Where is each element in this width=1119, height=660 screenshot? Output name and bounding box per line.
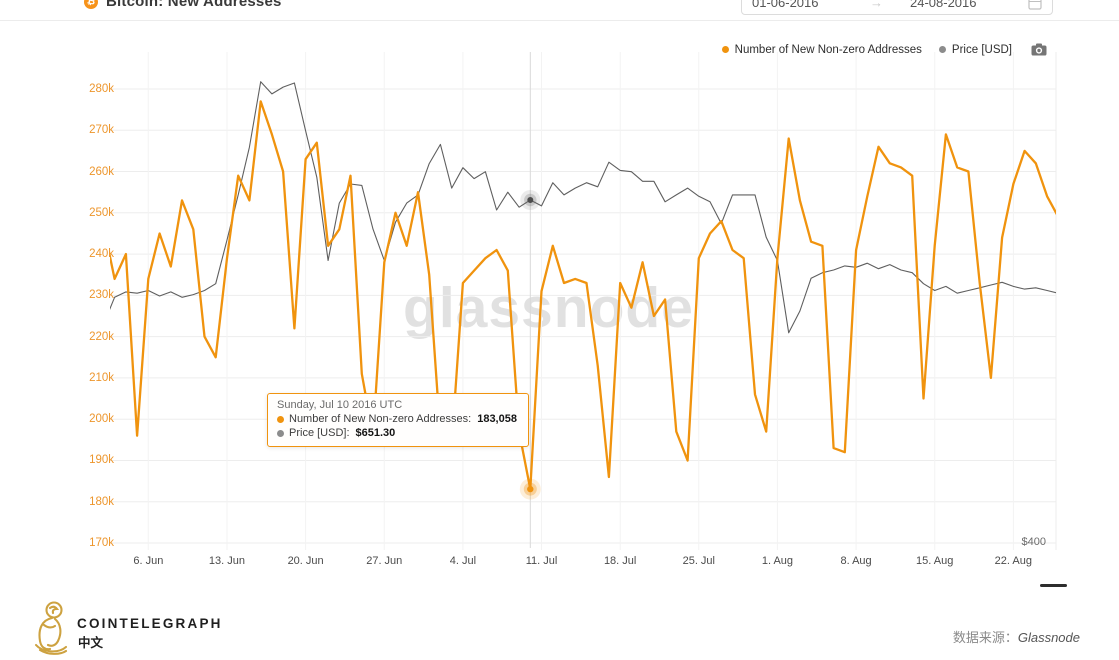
header-divider: [0, 20, 1119, 21]
bitcoin-icon: ₿: [84, 0, 98, 9]
chart-area: glassnode 280k 270k 260k 250k 240k 230k 220k 21…: [0, 0, 1119, 595]
chart-title-group: ₿ Bitcoin: New Addresses: [84, 0, 282, 10]
legend-label-addresses: Number of New Non-zero Addresses: [734, 43, 922, 56]
y-axis-tick-label: 180k: [89, 495, 114, 508]
camera-screenshot-button[interactable]: [1031, 43, 1047, 56]
y-axis-tick-label: 270k: [89, 124, 114, 137]
y-axis-tick-label: 210k: [89, 371, 114, 384]
y-axis-tick-label: 200k: [89, 413, 114, 426]
tooltip-row-price: Price [USD] $651.30: [277, 427, 517, 440]
cointelegraph-logo: [34, 601, 68, 655]
date-from-input[interactable]: 01-06-2016: [752, 0, 819, 10]
x-axis-tick-label: 6. Jun: [133, 555, 164, 567]
y-axis-tick-label: 260k: [89, 165, 114, 178]
tooltip: Sunday, Jul 10 2016 UTC Number of New No…: [267, 393, 529, 447]
x-axis-tick-label: 27. Jun: [366, 555, 403, 567]
x-axis-tick-label: 22. Aug: [994, 555, 1032, 567]
timeline-scrollbar-handle[interactable]: [1040, 584, 1067, 587]
tooltip-price-dot-icon: [277, 429, 284, 437]
y-axis-tick-label: 240k: [89, 248, 114, 261]
data-source: 数据来源：Glassnode: [860, 627, 1080, 646]
x-axis-tick-label: 8. Aug: [840, 555, 872, 567]
addresses-series-line: [110, 100, 1056, 491]
brand-name: COINTELEGRAPH: [77, 616, 223, 631]
addresses-series-dot-icon: [721, 46, 729, 53]
tooltip-addresses-dot-icon: [277, 415, 284, 423]
price-series-line: [110, 81, 1056, 334]
y-axis-tick-label: 280k: [89, 83, 114, 95]
price-axis-label: $400: [1021, 536, 1046, 548]
x-axis-tick-label: 20. Jun: [287, 555, 324, 567]
x-axis-tick-label: 1. Aug: [761, 555, 794, 567]
chart-svg: [110, 52, 1057, 550]
x-axis-tick-label: 4. Jul: [449, 555, 477, 567]
y-axis-tick-label: 230k: [89, 289, 114, 302]
x-axis-tick-label: 13. Jun: [208, 555, 246, 567]
tooltip-row-addresses: Number of New Non-zero Addresses 183,058: [277, 413, 517, 426]
legend-item-price[interactable]: Price [USD]: [938, 43, 1012, 56]
addresses-highlight-marker: [519, 478, 541, 500]
x-axis-tick-label: 18. Jul: [603, 555, 637, 567]
date-range-picker[interactable]: 01-06-2016 → 24-08-2016: [741, 0, 1053, 15]
glassnode-watermark: glassnode: [403, 276, 694, 340]
y-axis-tick-label: 250k: [89, 206, 114, 219]
chart-legend: Number of New Non-zero Addresses Price […: [721, 43, 1047, 56]
page-title: Bitcoin: New Addresses: [106, 0, 282, 10]
calendar-icon[interactable]: [1028, 0, 1042, 10]
y-axis-tick-label: 170k: [89, 536, 114, 549]
data-source-label: 数据来源：: [952, 630, 1018, 645]
brand-subtitle: 中文: [78, 636, 104, 650]
x-axis-tick-label: 25. Jul: [682, 555, 715, 567]
x-axis-tick-label: 15. Aug: [916, 555, 954, 567]
y-axis-tick-label: 220k: [89, 330, 114, 343]
data-source-value: Glassnode: [1017, 630, 1080, 645]
date-range-arrow-icon: →: [870, 0, 883, 10]
legend-label-price: Price [USD]: [951, 43, 1012, 56]
x-axis-tick-label: 11. Jul: [525, 555, 558, 567]
legend-item-addresses[interactable]: Number of New Non-zero Addresses: [721, 43, 922, 56]
price-series-dot-icon: [938, 46, 946, 53]
price-highlight-marker: [520, 190, 541, 210]
tooltip-date: Sunday, Jul 10 2016 UTC: [277, 399, 403, 411]
date-to-input[interactable]: 24-08-2016: [910, 0, 977, 10]
y-axis-tick-label: 190k: [89, 454, 114, 467]
